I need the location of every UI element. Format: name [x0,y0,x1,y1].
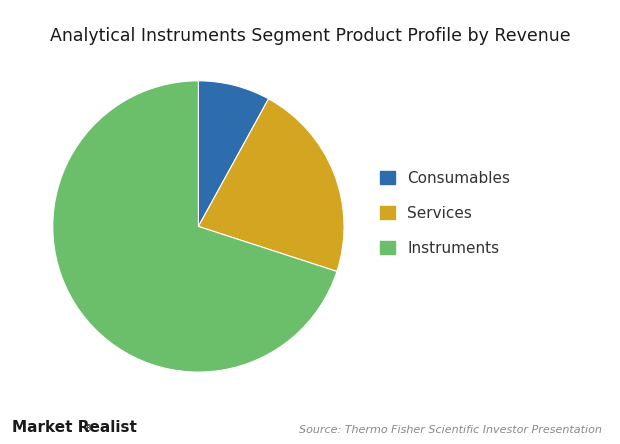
Text: Source: Thermo Fisher Scientific Investor Presentation: Source: Thermo Fisher Scientific Investo… [298,425,601,435]
Text: Analytical Instruments Segment Product Profile by Revenue: Analytical Instruments Segment Product P… [50,27,570,45]
Wedge shape [198,81,268,226]
Text: Market Realist: Market Realist [12,420,137,435]
Wedge shape [53,81,337,372]
Wedge shape [198,99,344,271]
Legend: Consumables, Services, Instruments: Consumables, Services, Instruments [379,170,510,256]
Text: ®: ® [84,424,93,433]
